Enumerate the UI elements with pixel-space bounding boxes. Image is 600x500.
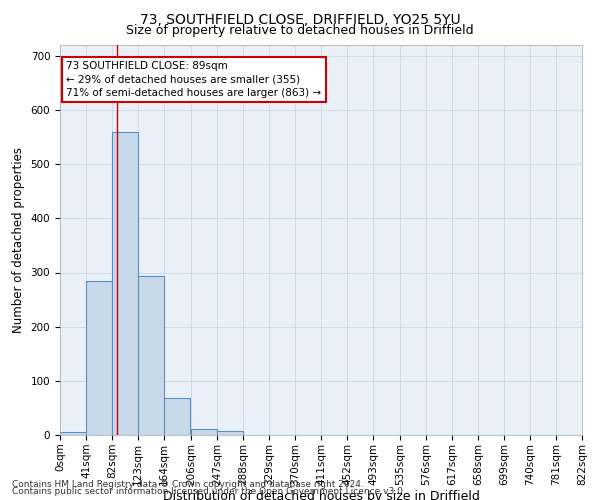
Text: Contains HM Land Registry data © Crown copyright and database right 2024.: Contains HM Land Registry data © Crown c…	[12, 480, 364, 489]
Text: 73 SOUTHFIELD CLOSE: 89sqm
← 29% of detached houses are smaller (355)
71% of sem: 73 SOUTHFIELD CLOSE: 89sqm ← 29% of deta…	[67, 61, 322, 98]
Bar	[217, 431, 243, 435]
Bar	[164, 398, 190, 435]
Bar	[191, 428, 217, 435]
X-axis label: Distribution of detached houses by size in Driffield: Distribution of detached houses by size …	[163, 490, 479, 500]
Text: Contains public sector information licensed under the Open Government Licence v3: Contains public sector information licen…	[12, 488, 406, 496]
Bar	[112, 132, 138, 435]
Bar	[86, 280, 112, 435]
Text: 73, SOUTHFIELD CLOSE, DRIFFIELD, YO25 5YU: 73, SOUTHFIELD CLOSE, DRIFFIELD, YO25 5Y…	[140, 12, 460, 26]
Text: Size of property relative to detached houses in Driffield: Size of property relative to detached ho…	[126, 24, 474, 37]
Bar	[60, 432, 86, 435]
Bar	[138, 276, 164, 435]
Y-axis label: Number of detached properties: Number of detached properties	[12, 147, 25, 333]
